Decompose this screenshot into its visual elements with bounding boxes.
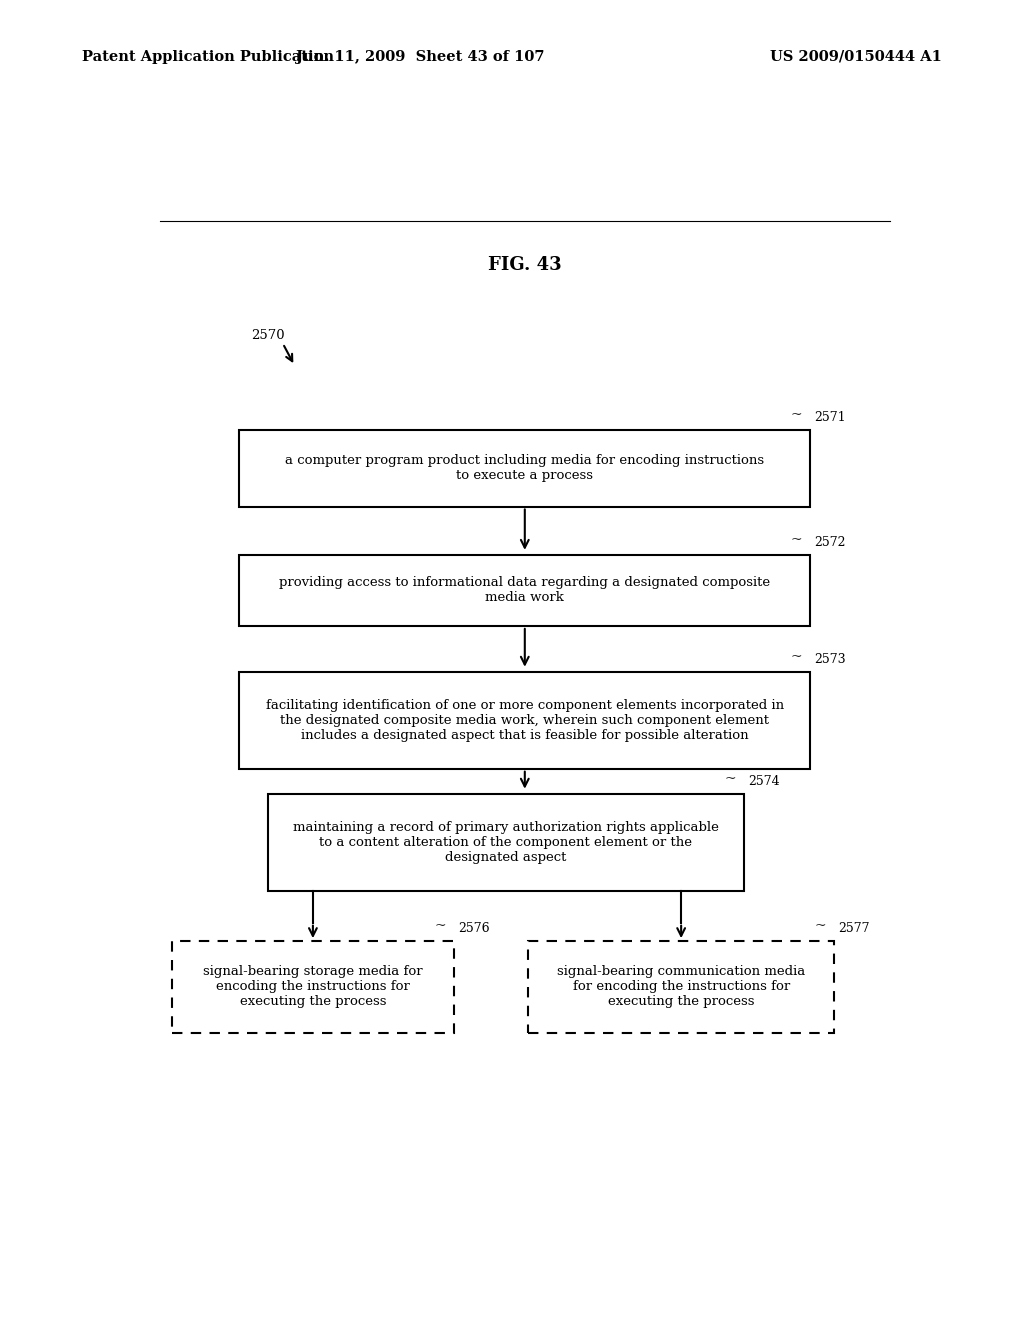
Text: Jun. 11, 2009  Sheet 43 of 107: Jun. 11, 2009 Sheet 43 of 107 bbox=[296, 50, 544, 63]
Text: 2577: 2577 bbox=[838, 921, 869, 935]
Text: ~: ~ bbox=[791, 533, 803, 546]
Bar bbox=[267, 795, 743, 891]
Text: FIG. 43: FIG. 43 bbox=[488, 256, 561, 275]
Text: maintaining a record of primary authorization rights applicable
to a content alt: maintaining a record of primary authoriz… bbox=[293, 821, 719, 863]
Text: 2574: 2574 bbox=[748, 775, 779, 788]
Text: 2576: 2576 bbox=[458, 921, 489, 935]
Text: Patent Application Publication: Patent Application Publication bbox=[82, 50, 334, 63]
Text: ~: ~ bbox=[791, 408, 803, 422]
Text: signal-bearing storage media for
encoding the instructions for
executing the pro: signal-bearing storage media for encodin… bbox=[203, 965, 423, 1008]
Bar bbox=[528, 941, 834, 1032]
Bar bbox=[240, 430, 811, 507]
Text: 2573: 2573 bbox=[814, 653, 846, 667]
Text: ~: ~ bbox=[791, 649, 803, 664]
Bar bbox=[240, 554, 811, 626]
Text: facilitating identification of one or more component elements incorporated in
th: facilitating identification of one or mo… bbox=[266, 700, 783, 742]
Text: 2570: 2570 bbox=[251, 329, 285, 342]
Text: signal-bearing communication media
for encoding the instructions for
executing t: signal-bearing communication media for e… bbox=[557, 965, 805, 1008]
Text: US 2009/0150444 A1: US 2009/0150444 A1 bbox=[770, 50, 942, 63]
Text: ~: ~ bbox=[814, 919, 826, 933]
Text: ~: ~ bbox=[434, 919, 445, 933]
Text: 2572: 2572 bbox=[814, 536, 846, 549]
Text: providing access to informational data regarding a designated composite
media wo: providing access to informational data r… bbox=[280, 577, 770, 605]
Bar bbox=[240, 672, 811, 768]
Text: a computer program product including media for encoding instructions
to execute : a computer program product including med… bbox=[286, 454, 764, 482]
Bar bbox=[172, 941, 454, 1032]
Text: ~: ~ bbox=[724, 772, 736, 785]
Text: 2571: 2571 bbox=[814, 412, 846, 424]
